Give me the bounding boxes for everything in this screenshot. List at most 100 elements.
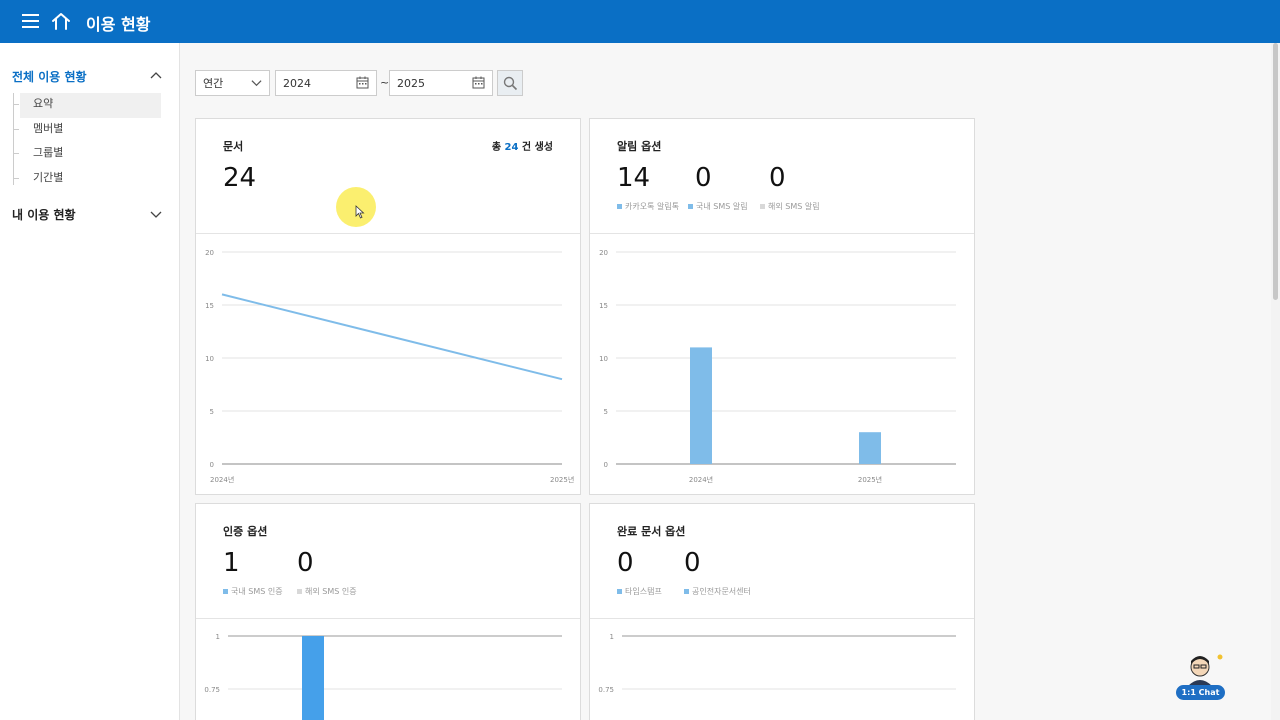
total-prefix: 총 [491, 142, 505, 153]
legend-label: 국내 SMS 알림 [696, 202, 748, 211]
series-line [221, 293, 563, 381]
legend-label: 국내 SMS 인증 [231, 587, 283, 596]
search-button[interactable] [497, 70, 523, 96]
legend-kakao: 카카오톡 알림톡 [617, 201, 679, 212]
overseas-sms-alert-count: 0 [769, 163, 786, 193]
bar [302, 636, 324, 720]
mouse-pointer-icon [355, 205, 365, 219]
page-title: 이용 현황 [86, 15, 151, 34]
sidebar-group-label: 내 이용 현황 [12, 208, 76, 222]
y-tick-label: 0 [604, 461, 608, 469]
document-count: 24 [223, 163, 257, 193]
card-title: 알림 옵션 [617, 140, 662, 153]
legend-timestamp: 타임스탬프 [617, 586, 662, 597]
chat-button-label: 1:1 Chat [1176, 685, 1225, 700]
legend-swatch [617, 589, 622, 594]
scrollbar-thumb[interactable] [1273, 43, 1278, 300]
card-title: 인증 옵션 [223, 525, 268, 538]
end-year-value: 2025 [397, 76, 425, 90]
y-tick-label: 15 [599, 302, 608, 310]
period-select-value: 연간 [203, 77, 224, 90]
card-divider [196, 233, 580, 234]
y-tick-label: 0.75 [598, 686, 614, 694]
completed-doc-bar-chart: 0.75 1 [598, 633, 956, 694]
legend-overseas-sms: 해외 SMS 알림 [760, 201, 820, 212]
legend-label: 해외 SMS 인증 [305, 587, 357, 596]
timestamp-count: 0 [617, 548, 634, 578]
card-auth-options: 인증 옵션 1 0 국내 SMS 인증 해외 SMS 인증 0.75 1 [195, 503, 581, 720]
sidebar-group-all-usage[interactable]: 전체 이용 현황 [12, 68, 162, 85]
card-divider [590, 618, 974, 619]
notification-bar-chart: 0 5 10 15 20 2024년 2025년 [599, 249, 956, 484]
legend-label: 타임스탬프 [625, 587, 662, 596]
sidebar-group-label: 전체 이용 현황 [12, 70, 87, 84]
sidebar-item-by-member[interactable]: 멤버별 [13, 118, 161, 143]
card-title: 문서 [223, 140, 244, 153]
card-notification-options: 알림 옵션 14 0 0 카카오톡 알림톡 국내 SMS 알림 해외 SMS 알… [589, 118, 975, 495]
total-count-text: 총 24 건 생성 [492, 138, 553, 153]
domestic-sms-alert-count: 0 [695, 163, 712, 193]
menu-icon[interactable] [22, 14, 39, 28]
legend-domestic-sms-auth: 국내 SMS 인증 [223, 586, 283, 597]
total-count-number: 24 [504, 142, 519, 153]
legend-swatch [223, 589, 228, 594]
home-icon[interactable] [51, 11, 71, 31]
x-tick-label: 2025년 [550, 475, 574, 484]
certified-doc-center-count: 0 [684, 548, 701, 578]
card-completed-doc-options: 완료 문서 옵션 0 0 타임스탬프 공인전자문서센터 0.75 1 [589, 503, 975, 720]
sidebar-submenu: 요약 멤버별 그룹별 기간별 [13, 93, 161, 191]
legend-overseas-sms-auth: 해외 SMS 인증 [297, 586, 357, 597]
legend-swatch [760, 204, 765, 209]
y-tick-label: 0.75 [204, 686, 220, 694]
sidebar: 전체 이용 현황 요약 멤버별 그룹별 기간별 내 이용 현황 [0, 43, 180, 720]
legend-swatch [688, 204, 693, 209]
calendar-icon[interactable] [472, 76, 485, 89]
y-tick-label: 20 [599, 249, 608, 257]
sidebar-item-by-period[interactable]: 기간별 [13, 167, 161, 192]
y-tick-label: 5 [604, 408, 608, 416]
y-tick-label: 1 [216, 633, 220, 641]
calendar-icon[interactable] [356, 76, 369, 89]
y-tick-label: 15 [205, 302, 214, 310]
card-divider [590, 233, 974, 234]
legend-label: 공인전자문서센터 [692, 587, 751, 596]
domestic-sms-auth-count: 1 [223, 548, 240, 578]
x-tick-label: 2024년 [689, 475, 713, 484]
y-tick-label: 5 [210, 408, 214, 416]
x-tick-label: 2024년 [210, 475, 234, 484]
sidebar-item-by-group[interactable]: 그룹별 [13, 142, 161, 167]
x-tick-label: 2025년 [858, 475, 882, 484]
y-tick-label: 1 [610, 633, 614, 641]
legend-certified-doc-center: 공인전자문서센터 [684, 586, 751, 597]
start-year-field[interactable]: 2024 [275, 70, 377, 96]
card-divider [196, 618, 580, 619]
y-tick-label: 20 [205, 249, 214, 257]
total-suffix: 건 생성 [518, 142, 553, 153]
chat-widget[interactable]: 1:1 Chat [1176, 652, 1226, 702]
bar [859, 432, 881, 464]
period-select[interactable]: 연간 [195, 70, 270, 96]
legend-swatch [617, 204, 622, 209]
legend-swatch [684, 589, 689, 594]
sidebar-item-summary[interactable]: 요약 [13, 93, 161, 118]
legend-label: 해외 SMS 알림 [768, 202, 820, 211]
date-range-separator: ~ [380, 76, 390, 89]
auth-bar-chart: 0.75 1 [204, 633, 562, 720]
tree-line [13, 93, 14, 185]
overseas-sms-auth-count: 0 [297, 548, 314, 578]
search-icon [503, 76, 518, 91]
chevron-down-icon [251, 80, 262, 87]
start-year-value: 2024 [283, 76, 311, 90]
y-tick-label: 10 [599, 355, 608, 363]
legend-label: 카카오톡 알림톡 [625, 202, 680, 211]
top-header-bar: 이용 현황 [0, 0, 1280, 43]
card-documents: 문서 총 24 건 생성 24 0 5 10 15 20 2024년 2025년 [195, 118, 581, 495]
bar [690, 347, 712, 464]
y-tick-label: 10 [205, 355, 214, 363]
end-year-field[interactable]: 2025 [389, 70, 493, 96]
y-tick-label: 0 [210, 461, 214, 469]
sidebar-group-my-usage[interactable]: 내 이용 현황 [12, 206, 162, 223]
page-scrollbar[interactable] [1271, 43, 1280, 720]
chat-avatar-icon [1188, 654, 1223, 686]
card-title: 완료 문서 옵션 [617, 525, 686, 538]
